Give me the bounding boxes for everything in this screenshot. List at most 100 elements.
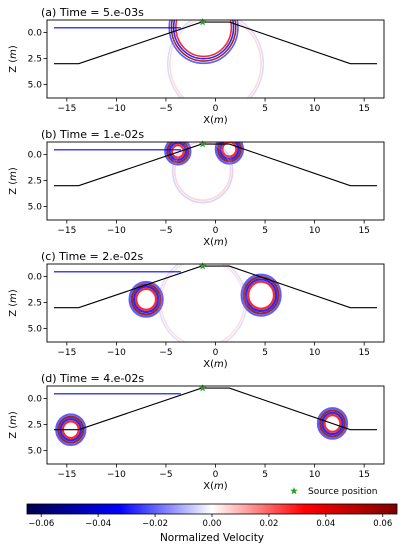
x-axis-label: X(m) — [203, 359, 228, 370]
y-tick-label: 2.5 — [28, 298, 42, 308]
x-tick-label: 10 — [309, 226, 321, 236]
source-marker — [198, 262, 207, 270]
wavefront-3 — [171, 142, 234, 204]
wavefront-1 — [164, 142, 192, 166]
colorbar-tick-label: 0.02 — [259, 519, 278, 529]
x-tick-label: 0 — [213, 226, 219, 236]
source-marker — [198, 18, 207, 26]
wavefield — [164, 142, 245, 204]
panel-1: (a) Time = 5.e-03s −15 −10 −5 0 5 10 15 0.0 2.5 5.… — [8, 6, 385, 126]
wavefield — [166, 20, 265, 98]
colorbar-tick-label: −0.04 — [85, 519, 111, 529]
wavefront-2 — [323, 414, 342, 433]
wavefront-2 — [240, 273, 282, 317]
panel-2: (b) Time = 1.e-02s −15 −10 −5 0 5 10 15 0.0 2.5 5.… — [8, 128, 385, 248]
wavefront-1 — [170, 144, 185, 159]
x-tick-label: −5 — [159, 348, 172, 358]
wavefront-1 — [132, 285, 160, 314]
wavefront-2 — [216, 142, 242, 163]
source-marker — [198, 384, 207, 392]
x-tick-label: −15 — [57, 470, 76, 480]
colorbar: −0.06 −0.04 −0.02 0.00 0.02 0.04 0.06 Normalize… — [26, 503, 398, 544]
y-tick-label: 0.0 — [28, 394, 43, 404]
source-marker — [198, 140, 207, 148]
y-axis-label: Z (m) — [8, 289, 19, 317]
x-tick-label: 15 — [358, 104, 369, 114]
x-axis-label: X(m) — [203, 237, 228, 248]
wavefront-2 — [316, 407, 349, 440]
x-tick-label: 10 — [309, 104, 321, 114]
x-axis-label: X(m) — [203, 481, 228, 492]
x-tick-label: −10 — [107, 226, 126, 236]
colorbar-tick-label: 0.06 — [373, 519, 392, 529]
x-tick-label: 5 — [262, 470, 268, 480]
embankment-outline — [53, 387, 378, 431]
y-tick-label: 0.0 — [28, 28, 43, 38]
x-tick-label: −10 — [107, 470, 126, 480]
embankment-outline — [53, 21, 378, 65]
y-axis-label: Z (m) — [8, 45, 19, 73]
x-tick-label: 0 — [213, 104, 219, 114]
x-tick-label: 5 — [262, 348, 268, 358]
panel-title: (c) Time = 2.e-02s — [41, 250, 143, 263]
wavefront-2 — [244, 278, 278, 313]
x-tick-label: −5 — [159, 104, 172, 114]
y-tick-label: 5.0 — [28, 80, 43, 90]
x-tick-label: 5 — [262, 226, 268, 236]
x-tick-label: −15 — [57, 348, 76, 358]
y-tick-label: 5.0 — [28, 202, 43, 212]
y-tick-label: 5.0 — [28, 324, 43, 334]
colorbar-gradient — [26, 503, 398, 515]
wavefront-1 — [128, 280, 164, 318]
colorbar-tick-label: −0.02 — [142, 519, 168, 529]
x-tick-label: 5 — [262, 104, 268, 114]
x-tick-label: −15 — [57, 226, 76, 236]
colorbar-tick-label: −0.06 — [28, 519, 54, 529]
panel-4: (d) Time = 4.e-02s −15 −10 −5 0 5 10 15 0.0 2.5 5.… — [8, 372, 385, 492]
plot-frame — [46, 385, 385, 465]
wavefront-3 — [174, 142, 232, 202]
y-tick-label: 2.5 — [28, 54, 42, 64]
x-tick-label: 0 — [213, 348, 219, 358]
x-tick-label: 0 — [213, 470, 219, 480]
panel-title: (d) Time = 4.e-02s — [41, 372, 144, 385]
x-tick-label: −5 — [159, 226, 172, 236]
colorbar-label: Normalized Velocity — [160, 532, 264, 544]
panel-title: (b) Time = 1.e-02s — [41, 128, 144, 141]
legend: Source position — [290, 487, 377, 497]
y-tick-label: 0.0 — [28, 272, 43, 282]
wavefront-2 — [319, 409, 346, 438]
x-tick-label: −10 — [107, 104, 126, 114]
y-axis-label: Z (m) — [8, 411, 19, 439]
x-tick-label: 15 — [358, 226, 369, 236]
x-tick-label: −10 — [107, 348, 126, 358]
wavefront-2 — [166, 20, 265, 98]
colorbar-tick-label: 0.04 — [316, 519, 335, 529]
wavefront-2 — [219, 142, 240, 160]
legend-star-icon — [290, 487, 298, 495]
wavefront-1 — [166, 142, 190, 164]
y-axis-label: Z (m) — [8, 167, 19, 195]
y-tick-label: 2.5 — [28, 420, 42, 430]
x-tick-label: 10 — [309, 470, 321, 480]
embankment-outline — [53, 143, 378, 187]
colorbar-tick-label: 0.00 — [203, 519, 222, 529]
legend-label: Source position — [308, 487, 377, 497]
wavefront-1 — [170, 20, 237, 62]
x-tick-label: −15 — [57, 104, 76, 114]
wavefront-2 — [169, 20, 262, 98]
wavefront-2 — [221, 142, 238, 158]
embankment-outline — [53, 265, 378, 309]
wavefront-2 — [321, 411, 344, 436]
plot-frame — [46, 263, 385, 343]
wavefield — [128, 264, 282, 342]
wavefront-1 — [135, 287, 158, 311]
x-axis-label: X(m) — [203, 115, 228, 126]
wavefront-1 — [168, 142, 188, 162]
panel-title: (a) Time = 5.e-03s — [41, 6, 144, 19]
x-tick-label: 15 — [358, 470, 369, 480]
x-tick-label: 15 — [358, 348, 369, 358]
x-tick-label: 10 — [309, 348, 321, 358]
x-tick-label: −5 — [159, 470, 172, 480]
y-tick-label: 5.0 — [28, 446, 43, 456]
